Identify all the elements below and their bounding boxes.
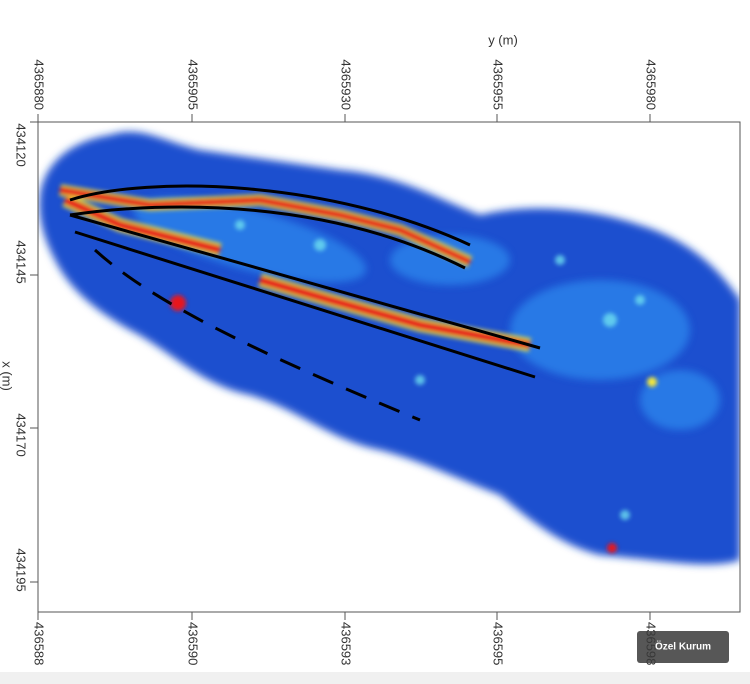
- y-axis-title: y (m): [488, 32, 518, 47]
- top-tick-label: 4365880: [32, 59, 47, 110]
- watermark: Özel Kurum: [655, 640, 711, 653]
- top-tick-label: 4365980: [644, 59, 659, 110]
- top-tick-label: 4365955: [491, 59, 506, 110]
- left-tick-label: 434145: [14, 240, 29, 283]
- plot-frame: [37, 121, 741, 613]
- left-tick-label: 434170: [14, 413, 29, 456]
- bottom-tick-label: 436595: [491, 622, 506, 665]
- watermark-box: [637, 631, 729, 663]
- left-tick-label: 434120: [14, 123, 29, 166]
- x-axis-title: x (m): [0, 361, 15, 391]
- top-tick-label: 4365905: [186, 59, 201, 110]
- bottom-tick-label: 436590: [186, 622, 201, 665]
- top-tick-label: 4365930: [339, 59, 354, 110]
- tick-marks: [30, 114, 651, 620]
- heatmap: [39, 131, 740, 565]
- bottom-tick-label: 436593: [339, 622, 354, 665]
- bottom-tick-label: 436588: [32, 622, 47, 665]
- bottom-strip: [0, 672, 750, 684]
- left-tick-label: 434195: [14, 548, 29, 591]
